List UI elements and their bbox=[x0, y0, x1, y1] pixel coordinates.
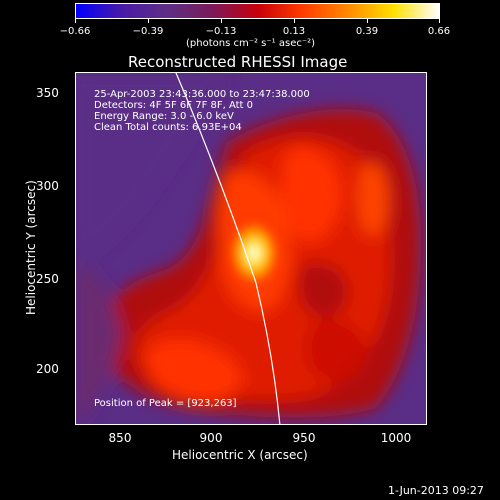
peak-position: Position of Peak = [923,263] bbox=[94, 398, 237, 409]
colorbar-tick-label: 0.13 bbox=[282, 26, 306, 37]
info-clean-counts: Clean Total counts: 6.93E+04 bbox=[94, 122, 242, 133]
info-detectors: Detectors: 4F 5F 6F 7F 8F, Att 0 bbox=[94, 100, 254, 111]
info-time-range: 25-Apr-2003 23:43:36.000 to 23:47:38.000 bbox=[94, 89, 310, 100]
image-title: Reconstructed RHESSI Image bbox=[128, 53, 348, 71]
colorbar-tick-label: 0.39 bbox=[355, 26, 379, 37]
colorbar-tickmark bbox=[75, 19, 76, 23]
colorbar-tickmark bbox=[221, 19, 222, 23]
colorbar-tick-label: −0.13 bbox=[205, 26, 237, 37]
x-axis-label: Heliocentric X (arcsec) bbox=[172, 448, 308, 462]
x-tick-label: 950 bbox=[292, 431, 316, 445]
solar-image-svg bbox=[76, 73, 426, 424]
colorbar-tickmark bbox=[148, 19, 149, 23]
colorbar-tick-label: −0.39 bbox=[132, 26, 164, 37]
x-tick-label: 850 bbox=[108, 431, 132, 445]
footer-date: 1-Jun-2013 09:27 bbox=[388, 484, 484, 497]
x-tick-label: 1000 bbox=[380, 431, 412, 445]
solar-image bbox=[75, 72, 427, 425]
colorbar bbox=[75, 3, 440, 19]
colorbar-unit-label: (photons cm⁻² s⁻¹ asec⁻²) bbox=[186, 38, 316, 49]
colorbar-tick-label: −0.66 bbox=[59, 26, 91, 37]
info-energy-range: Energy Range: 3.0 - 6.0 keV bbox=[94, 111, 234, 122]
colorbar-tickmark bbox=[367, 19, 368, 23]
y-tick-label: 200 bbox=[36, 362, 59, 376]
y-tick-label: 350 bbox=[36, 86, 59, 100]
y-tick-label: 250 bbox=[36, 272, 59, 286]
solar-limb-line bbox=[175, 73, 281, 424]
colorbar-tickmark bbox=[294, 19, 295, 23]
y-axis-label: Heliocentric Y (arcsec) bbox=[24, 180, 38, 315]
colorbar-tickmark bbox=[439, 19, 440, 23]
x-tick-label: 900 bbox=[199, 431, 223, 445]
y-tick-label: 300 bbox=[36, 179, 59, 193]
peak-source bbox=[228, 219, 280, 287]
colorbar-tick-label: 0.66 bbox=[427, 26, 451, 37]
